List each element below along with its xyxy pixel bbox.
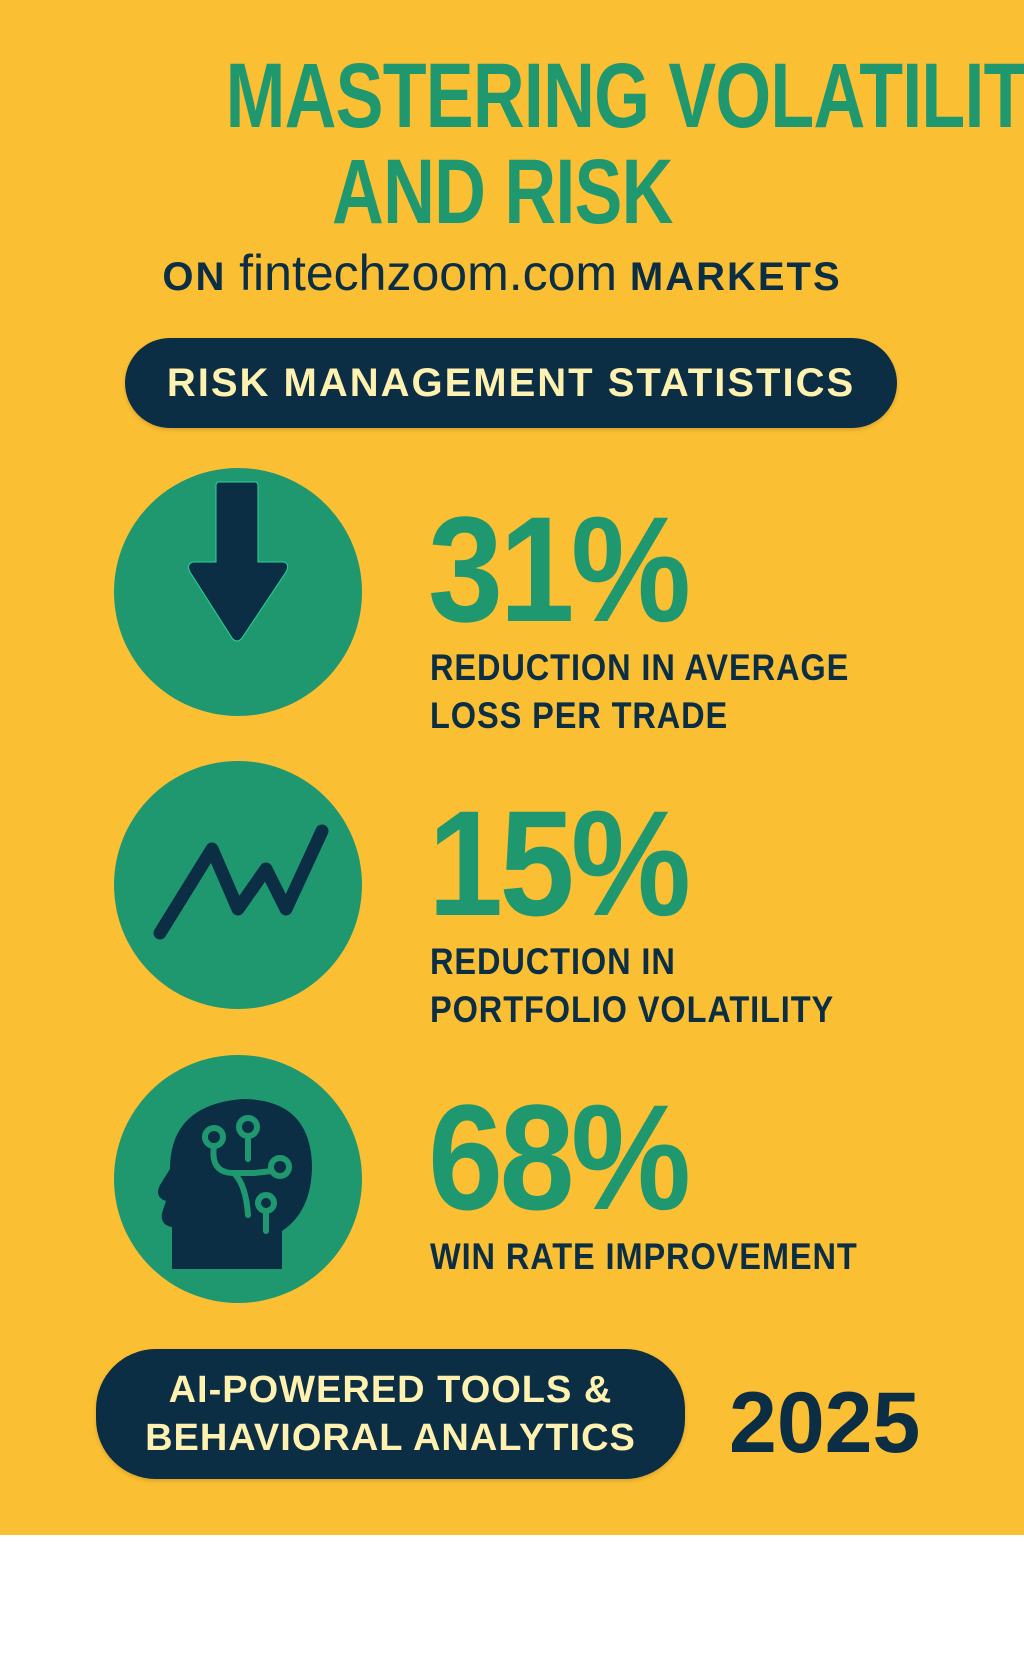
stat-label-1: REDUCTION IN AVERAGE LOSS PER TRADE (430, 644, 906, 740)
section-label-pill: RISK MANAGEMENT STATISTICS (125, 338, 897, 428)
down-arrow-icon (114, 468, 362, 716)
stat-label-2: REDUCTION IN PORTFOLIO VOLATILITY (430, 938, 889, 1034)
title-line-2-text: AND RISK (331, 141, 673, 243)
stat-value-2-text: 15% (428, 779, 691, 947)
stat-label-3-line-1: WIN RATE IMPROVEMENT (430, 1236, 858, 1277)
section-label: RISK MANAGEMENT STATISTICS (166, 360, 856, 405)
stat-label-1-line-2: LOSS PER TRADE (430, 695, 729, 736)
infographic-poster: MASTERING VOLATILITY AND RISK ON fintech… (0, 0, 1024, 1535)
stat-value-2: 15% (428, 788, 716, 938)
footer-badge: AI-POWERED TOOLS & BEHAVIORAL ANALYTICS (96, 1349, 685, 1479)
stat-value-1: 31% (428, 494, 716, 644)
stat-label-2-line-2: PORTFOLIO VOLATILITY (430, 989, 835, 1030)
subtitle-suffix: MARKETS (629, 255, 842, 299)
title-line-1: MASTERING VOLATILITY (106, 50, 1024, 142)
stat-value-1-text: 31% (428, 485, 691, 653)
title-line-1-text: MASTERING VOLATILITY (225, 45, 1024, 147)
stat-label-1-line-1: REDUCTION IN AVERAGE (430, 647, 850, 688)
ai-head-icon (114, 1055, 362, 1303)
stat-label-2-line-1: REDUCTION IN (430, 941, 676, 982)
title-line-2: AND RISK (106, 146, 898, 238)
stat-label-3: WIN RATE IMPROVEMENT (430, 1233, 916, 1281)
zigzag-chart-icon (114, 761, 362, 1009)
stat-value-3-text: 68% (428, 1073, 691, 1241)
footer-badge-line-2: BEHAVIORAL ANALYTICS (145, 1417, 636, 1459)
year: 2025 (729, 1375, 921, 1471)
subtitle-prefix: ON (162, 255, 227, 299)
stat-value-3: 68% (428, 1082, 716, 1232)
subtitle: ON fintechzoom.com MARKETS (106, 248, 898, 298)
footer-badge-line-1: AI-POWERED TOOLS & (168, 1369, 613, 1411)
subtitle-domain: fintechzoom.com (239, 245, 618, 301)
